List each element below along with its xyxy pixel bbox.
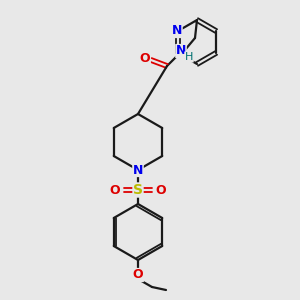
Text: N: N bbox=[133, 164, 143, 176]
Text: O: O bbox=[110, 184, 120, 196]
Text: S: S bbox=[133, 183, 143, 197]
Text: O: O bbox=[156, 184, 166, 196]
Text: H: H bbox=[185, 52, 193, 62]
Text: N: N bbox=[176, 44, 186, 58]
Text: N: N bbox=[172, 25, 182, 38]
Text: O: O bbox=[140, 52, 150, 65]
Text: O: O bbox=[133, 268, 143, 281]
